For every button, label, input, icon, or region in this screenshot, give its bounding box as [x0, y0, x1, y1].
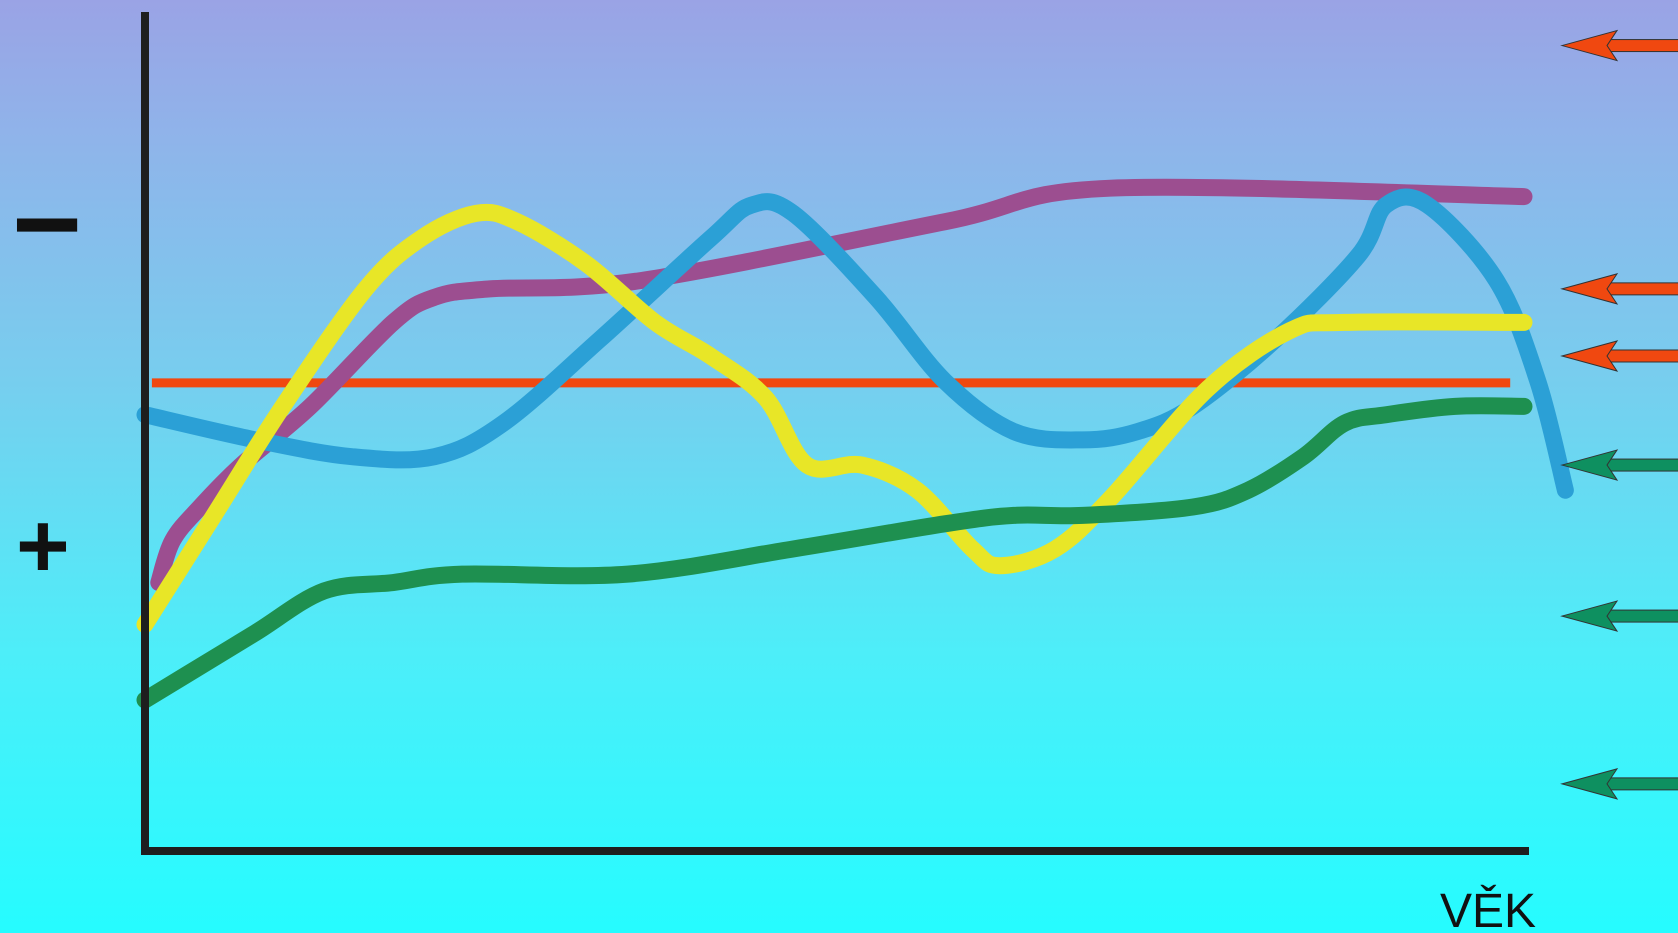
- arrow-marker-2: [1560, 273, 1678, 305]
- y-axis-minus-label: −: [12, 157, 82, 291]
- arrow-marker-1: [1560, 29, 1678, 62]
- series-line-4: [136, 397, 1533, 709]
- axes: [141, 12, 1529, 855]
- arrow-marker-3: [1560, 340, 1678, 372]
- series-line-3: [136, 203, 1533, 633]
- arrow-marker-5: [1560, 600, 1678, 632]
- arrow-markers: [1560, 29, 1678, 800]
- arrow-marker-6: [1560, 768, 1678, 800]
- series-layer: [136, 178, 1574, 709]
- series-line-1: [150, 178, 1533, 592]
- x-axis-label: VĚK: [1440, 885, 1537, 933]
- arrow-marker-4: [1560, 449, 1678, 481]
- y-axis-plus-label: +: [16, 495, 70, 597]
- series-line-2: [136, 188, 1574, 499]
